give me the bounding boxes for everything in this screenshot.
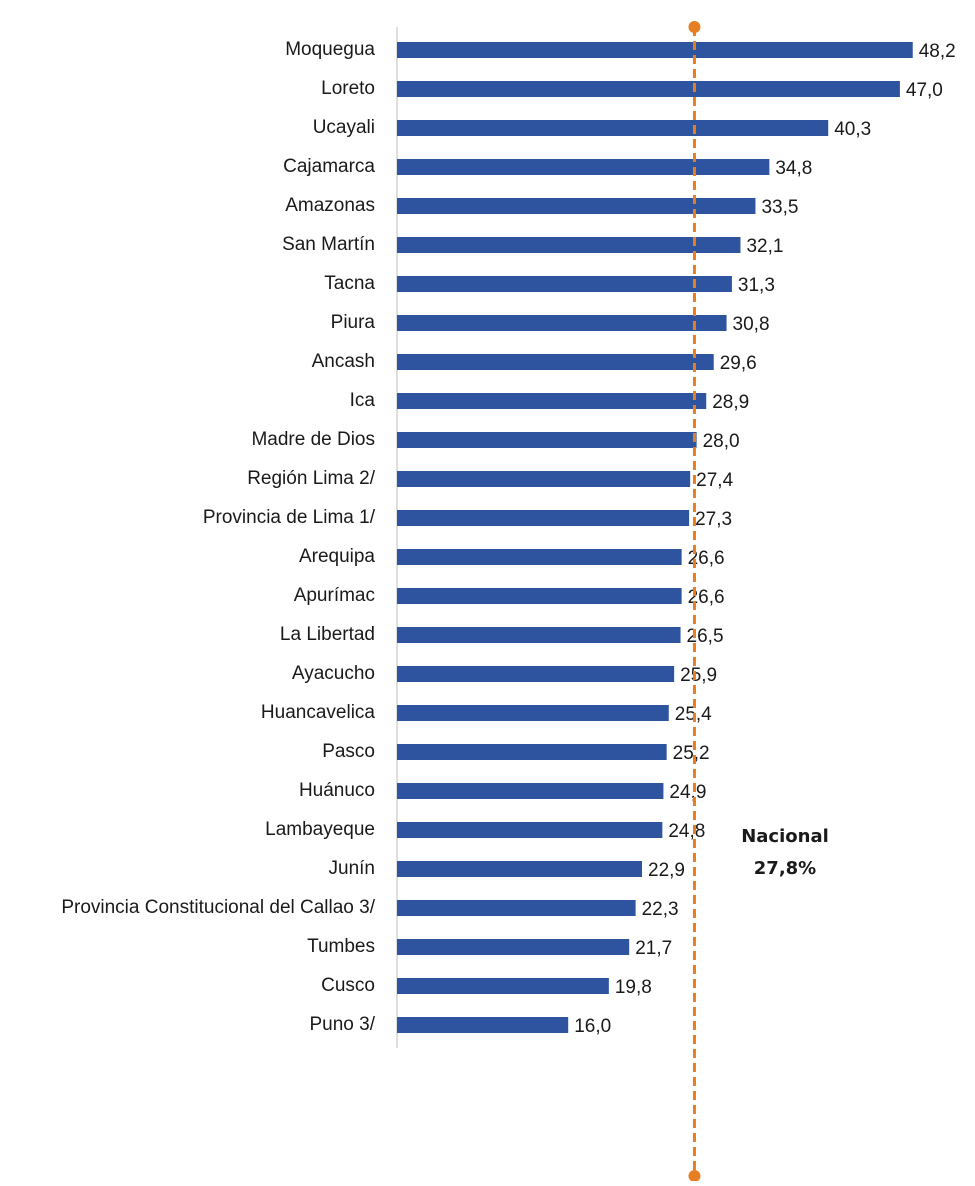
value-label: 25,2 (673, 743, 710, 764)
value-label: 25,9 (680, 665, 717, 686)
reference-value: 27,8% (754, 858, 816, 879)
value-label: 27,4 (696, 470, 733, 491)
reference-label: Nacional (741, 826, 829, 847)
bar (397, 315, 727, 331)
category-label: Junín (329, 858, 375, 879)
category-label: Ayacucho (292, 663, 375, 684)
bar (397, 744, 667, 760)
bar (397, 354, 714, 370)
value-label: 28,9 (712, 392, 749, 413)
value-label: 24,8 (668, 821, 705, 842)
bar (397, 510, 690, 526)
bar (397, 1017, 569, 1033)
category-label: Puno 3/ (310, 1014, 376, 1035)
value-label: 26,6 (688, 587, 725, 608)
category-label: Loreto (321, 78, 375, 99)
value-label: 29,6 (720, 353, 757, 374)
category-label: Ancash (312, 351, 375, 372)
category-label: Amazonas (285, 195, 375, 216)
bar (397, 120, 829, 136)
bar (397, 588, 682, 604)
value-label: 34,8 (775, 158, 812, 179)
bar (397, 393, 707, 409)
category-label: Arequipa (299, 546, 375, 567)
category-label: Región Lima 2/ (247, 468, 376, 489)
category-label: Madre de Dios (251, 429, 375, 450)
category-label: Apurímac (294, 585, 375, 606)
category-label: Ucayali (313, 117, 375, 138)
value-label: 24,9 (669, 782, 706, 803)
category-label: Provincia Constitucional del Callao 3/ (61, 897, 375, 918)
value-label: 30,8 (733, 314, 770, 335)
category-label: Huánuco (299, 780, 375, 801)
bar (397, 783, 664, 799)
category-label: Lambayeque (265, 819, 375, 840)
bar (397, 666, 675, 682)
category-label: Cusco (321, 975, 375, 996)
bar (397, 81, 900, 97)
bar (397, 978, 609, 994)
value-label: 32,1 (746, 236, 783, 257)
category-label: San Martín (282, 234, 375, 255)
bar (397, 237, 741, 253)
reference-dot (688, 21, 701, 33)
bar (397, 939, 630, 955)
value-label: 27,3 (695, 509, 732, 530)
bar (397, 159, 770, 175)
bar (397, 432, 697, 448)
value-label: 48,2 (919, 41, 956, 62)
category-label: Tumbes (307, 936, 375, 957)
value-label: 22,3 (642, 899, 679, 920)
category-label: Tacna (324, 273, 375, 294)
category-label: Pasco (322, 741, 375, 762)
category-label: Piura (331, 312, 376, 333)
category-label: Moquegua (285, 39, 375, 60)
bar (397, 276, 732, 292)
bar (397, 549, 682, 565)
value-label: 28,0 (703, 431, 740, 452)
bar (397, 900, 636, 916)
category-label: Cajamarca (283, 156, 375, 177)
value-label: 16,0 (574, 1016, 611, 1037)
bar (397, 705, 669, 721)
bar (397, 198, 756, 214)
category-label: Huancavelica (261, 702, 375, 723)
value-label: 26,5 (687, 626, 724, 647)
bar (397, 861, 643, 877)
category-label: Provincia de Lima 1/ (203, 507, 376, 528)
value-label: 26,6 (688, 548, 725, 569)
reference-dot (688, 1170, 701, 1182)
value-label: 33,5 (761, 197, 798, 218)
value-label: 19,8 (615, 977, 652, 998)
value-label: 21,7 (635, 938, 672, 959)
bar (397, 627, 681, 643)
value-label: 31,3 (738, 275, 775, 296)
bar (397, 822, 663, 838)
value-label: 47,0 (906, 80, 943, 101)
category-label: Ica (350, 390, 376, 411)
category-label: La Libertad (280, 624, 375, 645)
value-label: 40,3 (834, 119, 871, 140)
value-label: 22,9 (648, 860, 685, 881)
bar (397, 471, 691, 487)
bar (397, 42, 913, 58)
